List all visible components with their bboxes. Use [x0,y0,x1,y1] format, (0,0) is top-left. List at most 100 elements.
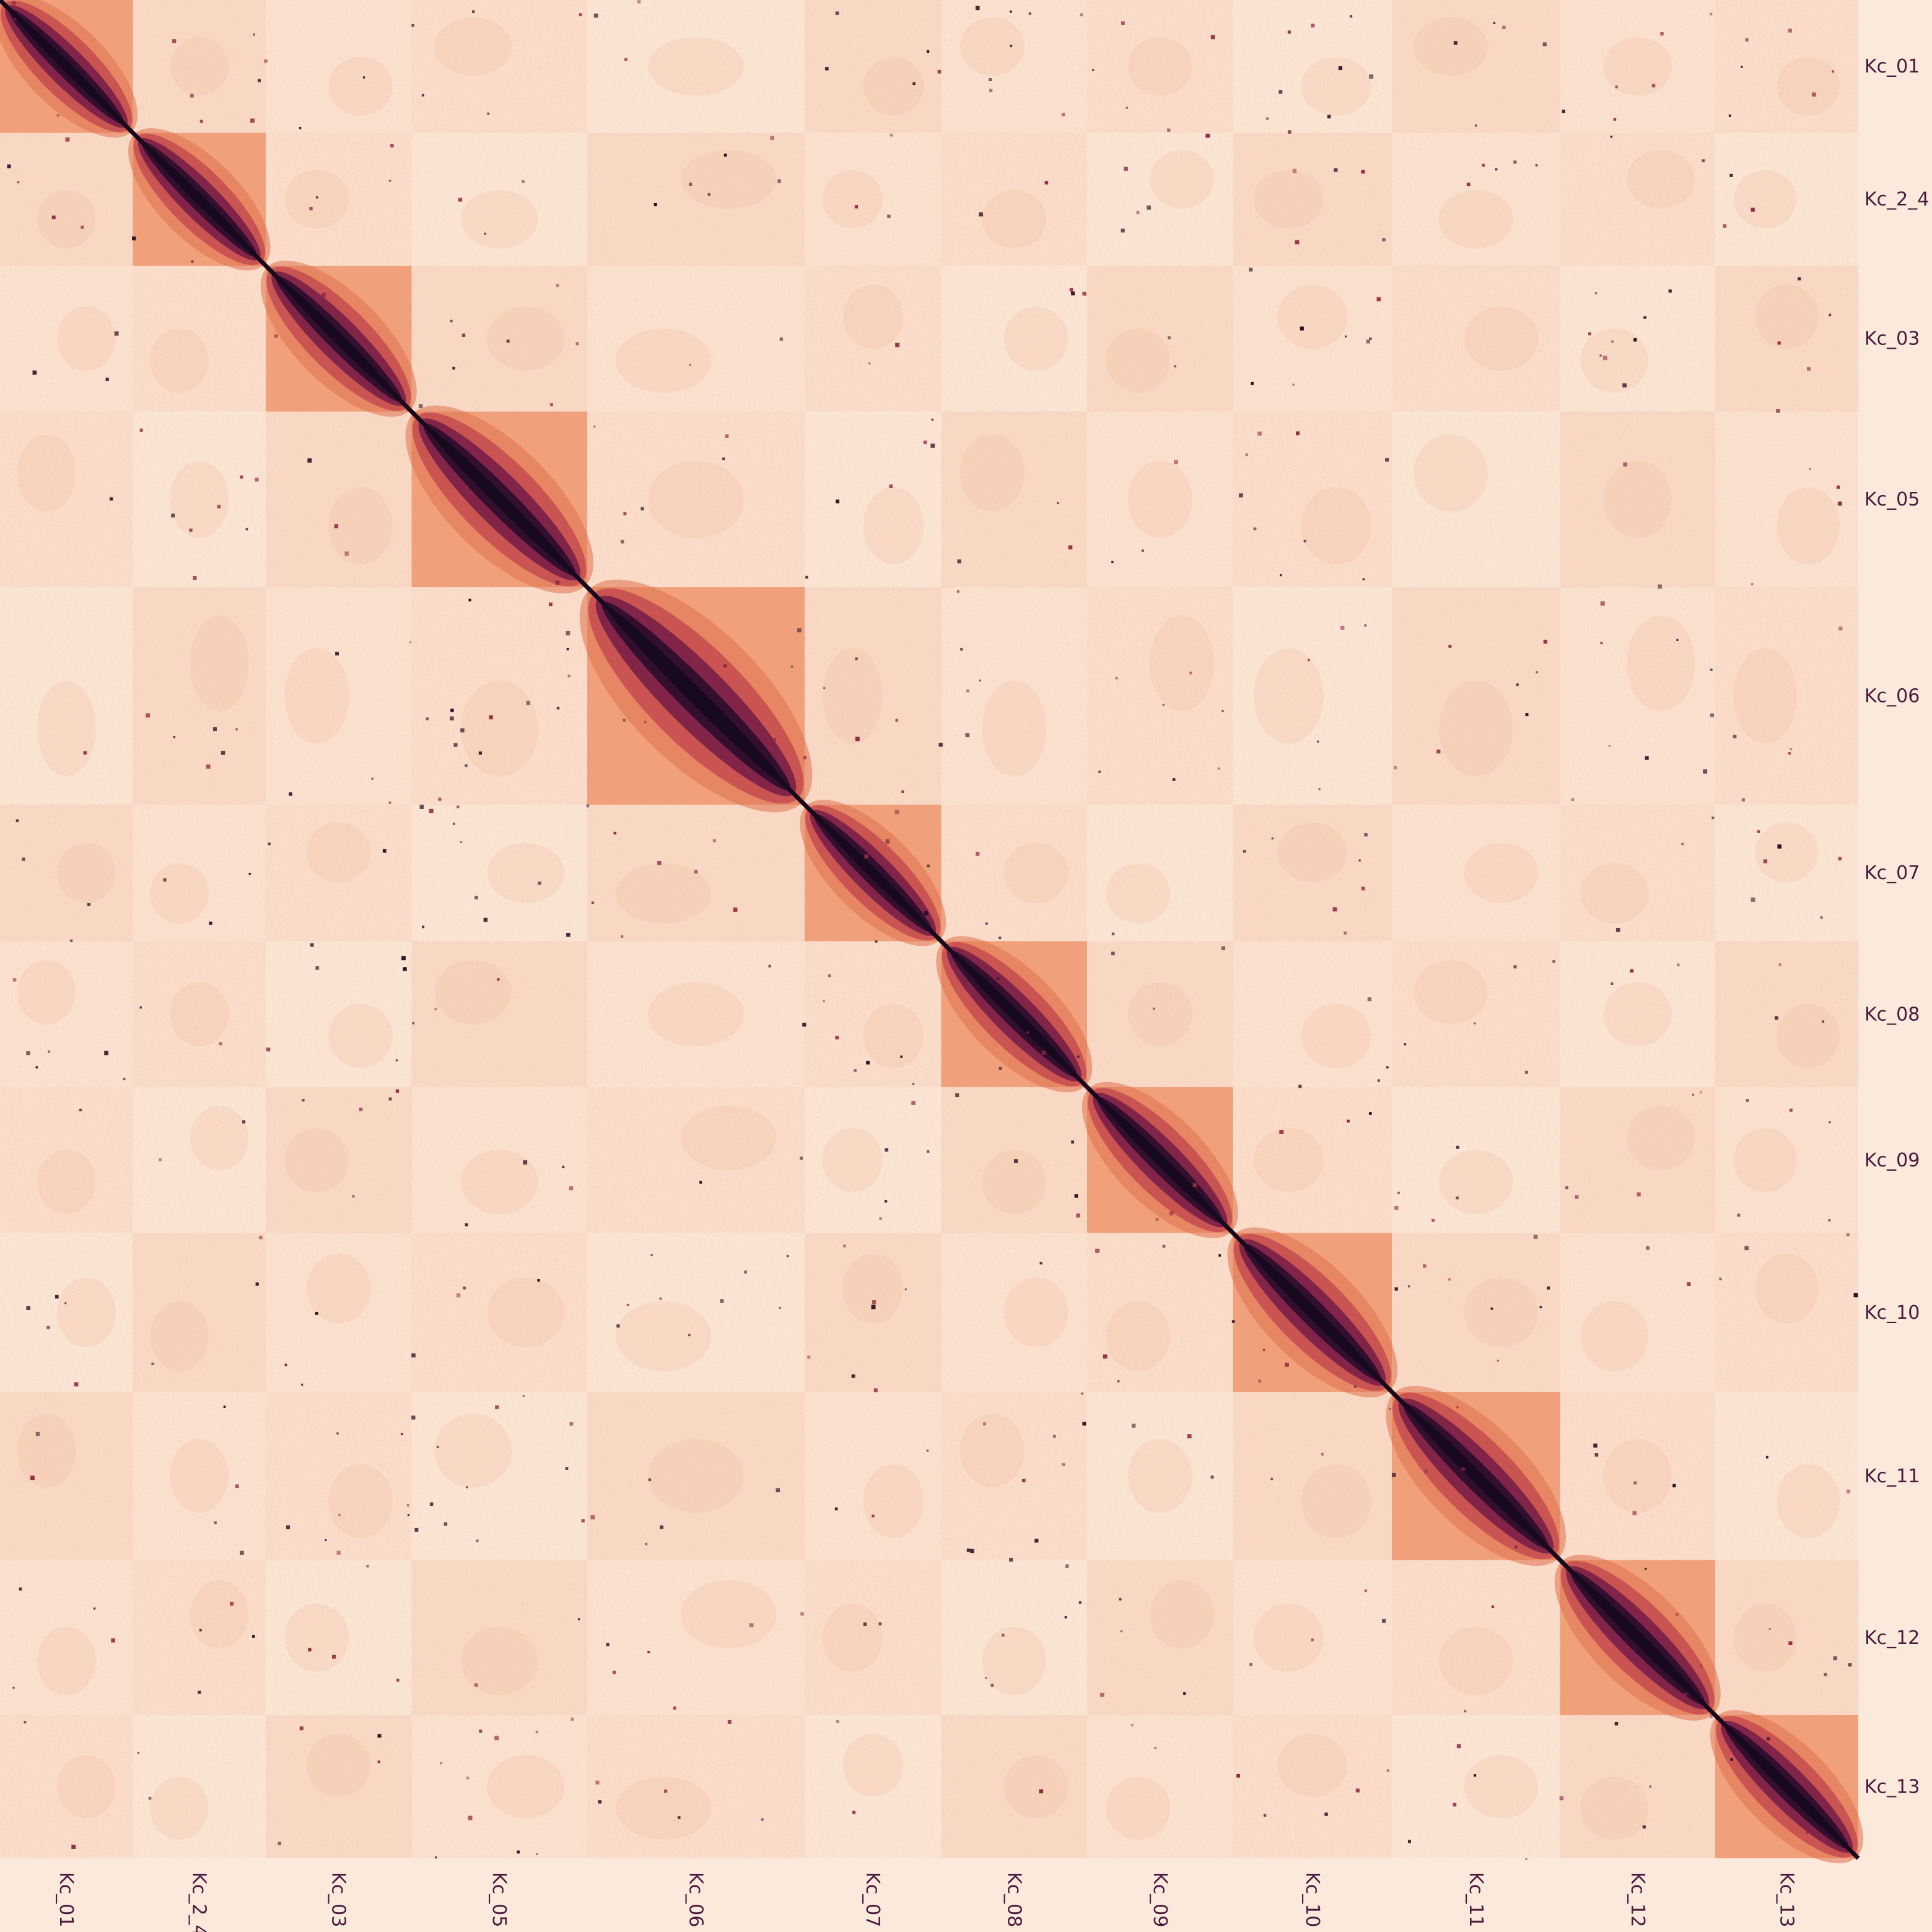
contact-speckle [673,1707,676,1710]
contact-speckle [79,1108,82,1112]
contact-speckle [81,225,84,229]
contact-speckle [885,1148,889,1152]
contact-speckle [190,94,194,98]
contact-speckle [1263,1814,1267,1817]
contact-speckle [1700,1664,1703,1667]
contact-speckle [278,1842,281,1845]
contact-speckle [889,484,893,488]
contact-speckle [1210,35,1215,40]
contact-speckle [901,790,904,793]
contact-speckle [623,512,627,515]
contact-speckle [1382,1619,1386,1623]
contact-speckle [255,478,259,482]
contact-speckle [1117,1380,1120,1383]
contact-speckle [538,881,541,885]
contact-speckle [1798,277,1801,281]
contact-speckle [46,1326,50,1329]
contact-speckle [336,1432,339,1435]
contact-speckle [1733,735,1737,738]
contact-speckle [1153,1007,1155,1010]
contact-speckle [452,367,455,370]
contact-speckle [1081,1392,1083,1395]
contact-speckle [1377,1079,1380,1082]
contact-speckle [359,1108,363,1111]
contact-speckle [975,6,980,11]
column-labels: Kc_01 Kc_2_4 Kc_03 Kc_05 Kc_06 Kc_07 Kc_08 Kc_0… [55,1872,1797,1932]
contact-speckle [1502,25,1506,29]
contact-speckle [1270,1477,1273,1480]
contact-speckle [616,1324,620,1328]
column-label: Kc_05 [488,1872,510,1927]
contact-speckle [429,1502,434,1506]
row-label: Kc_06 [1864,686,1920,707]
contact-speckle [1559,1796,1564,1801]
column-label: Kc_08 [1003,1872,1025,1927]
contact-speckle [768,964,771,968]
contact-speckle [1061,113,1065,116]
contact-speckle [1658,584,1662,589]
contact-speckle [1324,1812,1328,1816]
contact-speckle [487,112,490,115]
contact-speckle [1776,409,1780,413]
contact-speckle [1613,118,1617,121]
contact-speckle [1710,668,1713,671]
contact-speckle [198,1690,201,1694]
contact-speckle [199,1628,202,1632]
contact-speckle [1630,969,1634,973]
contact-speckle [823,687,826,689]
contact-speckle [1347,1119,1350,1123]
contact-speckle [1147,205,1151,210]
contact-speckle [966,689,969,693]
contact-speckle [105,377,109,381]
contact-speckle [647,1651,650,1654]
contact-speckle [866,1060,870,1065]
contact-speckle [565,1467,569,1470]
contact-speckle [1687,1282,1691,1287]
contact-speckle [590,1515,595,1519]
contact-speckle [83,751,87,755]
contact-speckle [1386,1769,1389,1772]
contact-speckle [284,1363,287,1366]
contact-speckle [900,1056,903,1058]
contact-speckle [593,13,598,18]
contact-speckle [466,1486,468,1488]
contact-speckle [1615,928,1620,932]
contact-speckle [1632,1511,1637,1516]
contact-speckle [1187,1434,1192,1439]
contact-speckle [390,144,394,147]
contact-speckle [395,1089,400,1093]
contact-speckle [406,1504,409,1506]
contact-speckle [895,343,900,347]
contact-speckle [1222,710,1224,712]
column-label: Kc_12 [1627,1872,1648,1927]
contact-speckle [797,628,802,632]
contact-speckle [521,533,523,535]
contact-speckle [1729,173,1733,177]
contact-speckle [1838,626,1843,631]
contact-speckle [35,1432,40,1436]
contact-speckle [302,1099,305,1102]
contact-speckle [1525,713,1529,717]
contact-speckle [1751,583,1754,585]
contact-speckle [1660,32,1664,36]
contact-speckle [660,1525,663,1529]
contact-speckle [259,1236,263,1239]
contact-speckle [268,842,271,846]
contact-speckle [1524,1070,1528,1074]
contact-speckle [1369,74,1374,79]
contact-speckle [1777,844,1781,849]
contact-speckle [163,878,167,882]
contact-speckle [1448,1278,1451,1281]
contact-speckle [388,801,391,804]
contact-speckle [1353,1385,1357,1388]
contact-speckle [1602,356,1607,361]
contact-speckle [1071,291,1075,295]
contact-speckle [1788,752,1791,755]
contact-speckle [32,370,37,375]
contact-speckle [885,1200,888,1203]
contact-speckle [366,1565,369,1568]
contact-speckle [536,1853,538,1855]
contact-speckle [1491,1605,1495,1608]
contact-speckle [1262,1348,1265,1352]
contact-speckle [659,1297,662,1300]
